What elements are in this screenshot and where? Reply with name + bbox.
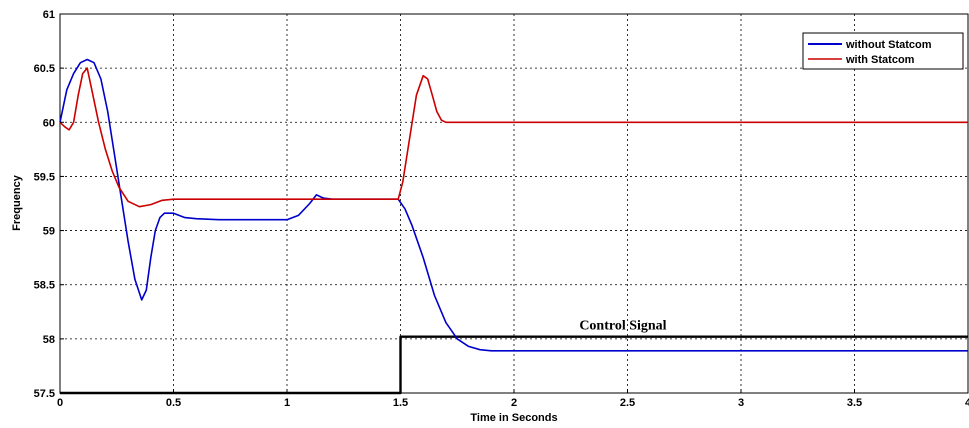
y-tick-label: 58.5: [34, 280, 55, 292]
x-axis-ticks: 0 0.5 1 1.5 2 2.5 3 3.5 4: [57, 389, 969, 409]
x-tick-label: 0.5: [166, 397, 181, 409]
series-line-without-statcom: [59, 58, 968, 352]
x-tick-label: 4: [965, 397, 969, 409]
y-tick-label: 58: [43, 334, 55, 346]
legend-box: [802, 32, 964, 70]
y-axis-ticks: 57.5 58 58.5 59 59.5 60 60.5 61: [34, 9, 64, 400]
y-tick-label: 59: [43, 226, 55, 238]
x-tick-label: 1: [284, 397, 290, 409]
x-tick-label: 1.5: [393, 397, 408, 409]
legend-label-without-statcom: without Statcom: [845, 39, 932, 51]
y-tick-label: 59.5: [34, 171, 55, 183]
x-tick-label: 0: [57, 397, 63, 409]
x-tick-label: 3.5: [847, 397, 862, 409]
y-tick-label: 60.5: [34, 63, 55, 75]
series-layer: [59, 58, 968, 395]
y-tick-label: 57.5: [34, 388, 55, 400]
y-axis-title: Frequency: [11, 174, 23, 231]
series-line-control-signal: [60, 335, 968, 395]
x-tick-label: 2.5: [620, 397, 635, 409]
legend-label-with-statcom: with Statcom: [845, 54, 915, 66]
y-tick-label: 61: [43, 9, 55, 21]
x-axis-title: Time in Seconds: [470, 412, 557, 424]
legend: without Statcom with Statcom: [802, 32, 964, 70]
y-tick-label: 60: [43, 117, 55, 129]
series-line-with-statcom: [59, 67, 968, 208]
x-tick-label: 2: [511, 397, 517, 409]
control-signal-annotation: Control Signal: [579, 318, 666, 333]
x-tick-label: 3: [738, 397, 744, 409]
